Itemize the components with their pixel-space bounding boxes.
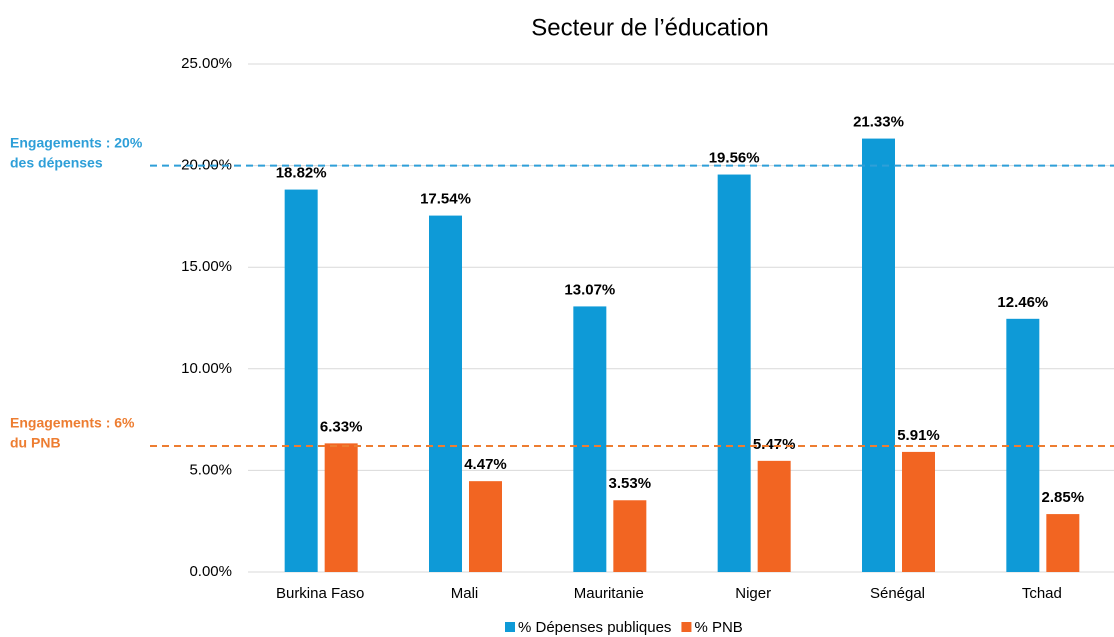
- value-label: 21.33%: [853, 114, 904, 131]
- bar: [324, 443, 358, 572]
- value-label: 6.33%: [320, 418, 363, 435]
- value-label: 3.53%: [609, 475, 652, 492]
- value-label: 18.82%: [276, 165, 327, 182]
- y-tick-label: 10.00%: [181, 360, 232, 377]
- bar: [613, 500, 647, 572]
- bar: [469, 481, 502, 572]
- value-label: 13.07%: [564, 281, 615, 298]
- x-tick-label: Tchad: [1022, 585, 1062, 602]
- bar: [284, 189, 318, 572]
- bar: [902, 451, 935, 572]
- legend-label: % Dépenses publiques: [518, 619, 671, 636]
- bar: [1006, 318, 1040, 572]
- y-tick-label: 15.00%: [181, 258, 232, 275]
- legend-label: % PNB: [694, 619, 742, 636]
- reference-label: des dépenses: [10, 154, 103, 170]
- x-tick-label: Sénégal: [870, 585, 925, 602]
- bar: [717, 174, 751, 572]
- y-tick-label: 0.00%: [189, 563, 232, 580]
- x-tick-label: Niger: [735, 585, 771, 602]
- x-tick-label: Mali: [451, 585, 479, 602]
- value-label: 17.54%: [420, 191, 471, 208]
- y-tick-label: 5.00%: [189, 461, 232, 478]
- x-tick-label: Burkina Faso: [276, 585, 364, 602]
- reference-label: Engagements : 20%: [10, 134, 143, 150]
- bar: [429, 215, 462, 572]
- legend-swatch: [681, 622, 692, 632]
- value-label: 2.85%: [1042, 489, 1085, 506]
- bar: [1046, 514, 1080, 572]
- x-tick-label: Mauritanie: [574, 585, 644, 602]
- value-label: 5.47%: [753, 436, 796, 453]
- value-label: 12.46%: [997, 294, 1048, 311]
- legend-swatch: [505, 622, 515, 632]
- bar: [862, 138, 895, 572]
- reference-label: du PNB: [10, 435, 61, 451]
- chart-title: Secteur de l’éducation: [531, 14, 769, 41]
- reference-label: Engagements : 6%: [10, 415, 135, 431]
- y-tick-label: 20.00%: [181, 157, 232, 174]
- y-tick-label: 25.00%: [181, 55, 232, 72]
- value-label: 19.56%: [709, 150, 760, 167]
- value-label: 4.47%: [464, 456, 507, 473]
- bar: [757, 460, 791, 572]
- value-label: 5.91%: [897, 427, 940, 444]
- bar: [573, 306, 607, 572]
